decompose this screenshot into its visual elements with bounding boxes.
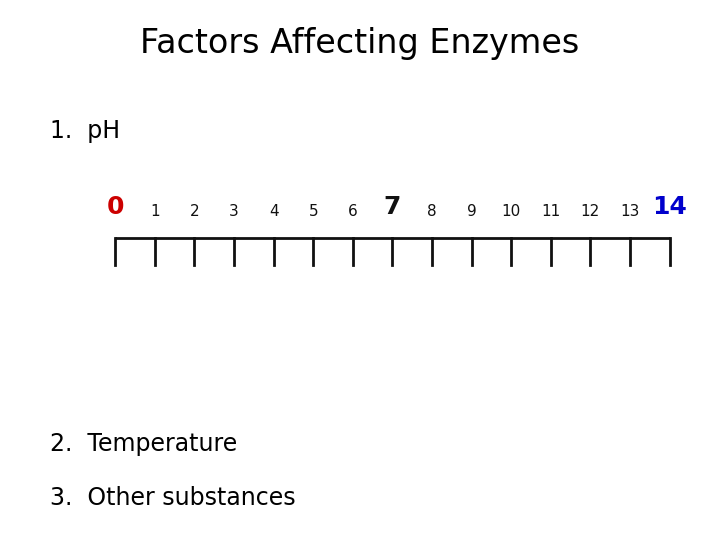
- Text: 12: 12: [581, 204, 600, 219]
- Text: 2.  Temperature: 2. Temperature: [50, 432, 238, 456]
- Text: 9: 9: [467, 204, 477, 219]
- Text: 10: 10: [502, 204, 521, 219]
- Text: 1.  pH: 1. pH: [50, 119, 120, 143]
- Text: 3: 3: [229, 204, 239, 219]
- Text: 11: 11: [541, 204, 560, 219]
- Text: 2: 2: [189, 204, 199, 219]
- Text: 13: 13: [621, 204, 639, 219]
- Text: 6: 6: [348, 204, 358, 219]
- Text: 0: 0: [107, 195, 124, 219]
- Text: 4: 4: [269, 204, 279, 219]
- Text: 14: 14: [652, 195, 687, 219]
- Text: Factors Affecting Enzymes: Factors Affecting Enzymes: [140, 27, 580, 60]
- Text: 5: 5: [308, 204, 318, 219]
- Text: 7: 7: [384, 195, 401, 219]
- Text: 3.  Other substances: 3. Other substances: [50, 486, 296, 510]
- Text: 1: 1: [150, 204, 160, 219]
- Text: 8: 8: [427, 204, 437, 219]
